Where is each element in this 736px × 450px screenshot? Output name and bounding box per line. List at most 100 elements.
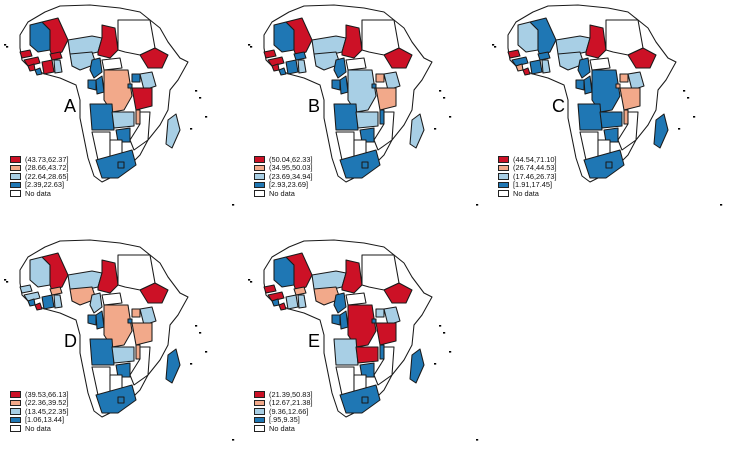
country-ivory xyxy=(41,59,55,75)
legend-label: [.95,9.35] xyxy=(269,415,300,425)
legend-label: (39.53,66.13] xyxy=(25,389,69,399)
country-burkina xyxy=(537,51,551,61)
country-zambia xyxy=(599,111,623,129)
island-marker xyxy=(205,116,208,118)
island-marker xyxy=(6,46,9,48)
legend-swatch xyxy=(10,391,21,398)
legend-swatch xyxy=(10,425,21,432)
country-uganda xyxy=(375,73,385,83)
legend-item: [1.06,13.44] xyxy=(10,416,69,425)
legend-label: (22.64,28.65] xyxy=(25,171,69,181)
country-congo xyxy=(95,75,105,95)
country-gabon xyxy=(87,314,97,326)
legend-item: No data xyxy=(10,424,69,433)
country-car xyxy=(101,292,123,306)
country-southafrica xyxy=(339,384,381,414)
country-zimbabwe xyxy=(115,127,131,143)
island-marker xyxy=(248,44,251,46)
legend-label: No data xyxy=(513,188,539,198)
legend-label: No data xyxy=(269,423,295,433)
country-burkina xyxy=(293,51,307,61)
country-chad xyxy=(97,259,119,294)
country-sudan xyxy=(361,19,400,56)
legend-label: [2.93,23.69] xyxy=(269,180,309,190)
legend-item: (34.95,50.03] xyxy=(254,164,313,173)
island-marker xyxy=(250,281,253,283)
legend-item: (50.04,62.33] xyxy=(254,155,313,164)
country-southafrica xyxy=(339,149,381,179)
legend: (21.39,50.83] (12.67,21.38] (9.36,12.66] [.… xyxy=(254,390,313,433)
legend: (50.04,62.33] (34.95,50.03] (23.69,34.94][… xyxy=(254,155,313,198)
country-southafrica xyxy=(95,149,137,179)
legend-item: (28.66,43.72] xyxy=(10,164,69,173)
country-gabon xyxy=(87,79,97,91)
legend: (39.53,66.13] (22.36,39.52] (13.45,22.35][… xyxy=(10,390,69,433)
country-congo xyxy=(339,310,349,330)
island-marker xyxy=(439,325,442,327)
country-ethiopia xyxy=(627,47,657,69)
country-kenya xyxy=(139,71,157,91)
legend-item: [1.91,17.45] xyxy=(498,181,557,190)
country-lesotho xyxy=(605,161,613,169)
panel-label: E xyxy=(308,331,321,351)
country-liberia xyxy=(278,67,287,76)
legend-swatch xyxy=(10,173,21,180)
legend-label: [1.91,17.45] xyxy=(513,180,553,190)
country-zambia xyxy=(355,111,379,129)
country-liberia xyxy=(522,67,531,76)
country-cameroon xyxy=(89,292,103,314)
legend-swatch xyxy=(254,399,265,407)
island-marker xyxy=(248,279,251,281)
country-nigeria xyxy=(313,51,341,71)
country-sudan xyxy=(117,254,156,291)
country-kenya xyxy=(627,71,645,91)
legend-swatch xyxy=(10,156,21,163)
country-chad xyxy=(97,24,119,59)
legend-swatch xyxy=(10,416,21,424)
island-marker xyxy=(6,281,9,283)
legend-label: (43.73,62.37] xyxy=(25,154,69,164)
legend-swatch xyxy=(254,408,265,415)
country-cameroon xyxy=(89,57,103,79)
country-liberia xyxy=(34,67,43,76)
country-angola xyxy=(333,103,359,131)
legend-swatch xyxy=(254,425,265,432)
country-ethiopia xyxy=(383,47,413,69)
legend-swatch xyxy=(254,190,265,197)
map-panel-e: E (21.39,50.83] (12.67,21.38] (9.36,12.66][… xyxy=(244,235,480,445)
country-madagascar xyxy=(653,113,669,149)
country-burkina xyxy=(49,51,63,61)
map-panel-c: C (44.54,71.10] (26.74,44.53] (17.46,26.73]… xyxy=(488,0,724,210)
legend-swatch xyxy=(498,173,509,180)
legend-label: (22.36,39.52] xyxy=(25,398,69,408)
country-senegal xyxy=(263,49,277,59)
country-senegal xyxy=(263,284,277,294)
country-uganda xyxy=(619,73,629,83)
country-kenya xyxy=(139,306,157,326)
legend-swatch xyxy=(254,173,265,180)
country-southafrica xyxy=(583,149,625,179)
africa-map xyxy=(4,239,235,441)
country-ethiopia xyxy=(383,282,413,304)
legend-swatch xyxy=(254,416,265,424)
island-marker xyxy=(434,128,437,130)
africa-map xyxy=(492,4,723,206)
country-malawi xyxy=(135,109,141,125)
country-lesotho xyxy=(117,161,125,169)
legend-label: (28.66,43.72] xyxy=(25,163,69,173)
country-madagascar xyxy=(409,348,425,384)
map-panel-b: B (50.04,62.33] (34.95,50.03] (23.69,34.94]… xyxy=(244,0,480,210)
legend-swatch xyxy=(10,164,21,172)
legend-label: No data xyxy=(269,188,295,198)
legend-swatch xyxy=(254,156,265,163)
country-lesotho xyxy=(361,161,369,169)
legend-label: (9.36,12.66] xyxy=(269,406,309,416)
country-mozambique xyxy=(129,111,151,151)
legend-label: No data xyxy=(25,188,51,198)
country-kenya xyxy=(383,306,401,326)
panel-label: A xyxy=(64,96,77,116)
country-guinea xyxy=(23,291,41,302)
country-guinea xyxy=(267,56,285,67)
legend: (43.73,62.37] (28.66,43.72] (22.64,28.65][… xyxy=(10,155,69,198)
country-nigeria xyxy=(557,51,585,71)
